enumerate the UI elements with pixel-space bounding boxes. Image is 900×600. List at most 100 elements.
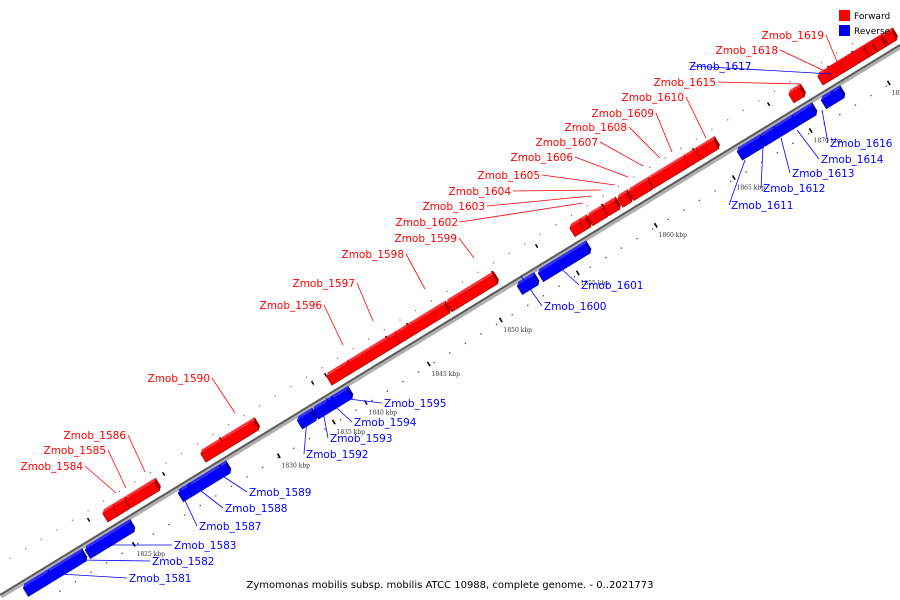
- gene-zmob-1605[interactable]: [602, 196, 622, 217]
- gene-label-zmob-1582[interactable]: Zmob_1582: [152, 556, 214, 568]
- gene-label-zmob-1618[interactable]: Zmob_1618: [716, 45, 778, 57]
- gene-label-zmob-1602[interactable]: Zmob_1602: [396, 217, 458, 229]
- scale-minor-dot: [152, 533, 155, 535]
- gene-label-zmob-1611[interactable]: Zmob_1611: [731, 200, 793, 212]
- gene-label-zmob-1581[interactable]: Zmob_1581: [129, 573, 191, 585]
- gene-zmob-1598[interactable]: [393, 300, 452, 345]
- scale-tick-label: 1835 kbp: [337, 429, 366, 436]
- gene-label-zmob-1587[interactable]: Zmob_1587: [199, 521, 261, 533]
- gene-label-zmob-1604[interactable]: Zmob_1604: [449, 186, 512, 198]
- scale-tick-label: 1845 kbp: [432, 371, 461, 378]
- gene-label-zmob-1605[interactable]: Zmob_1605: [478, 170, 540, 182]
- scale-minor-dot: [464, 342, 467, 345]
- scale-minor-dot: [683, 209, 685, 211]
- axis-shadow: [0, 46, 900, 599]
- gene-extra-forward-4[interactable]: [871, 33, 888, 52]
- scale-tick: [331, 419, 336, 425]
- gene-label-zmob-1606[interactable]: Zmob_1606: [511, 152, 574, 164]
- scale-tick: [498, 317, 503, 323]
- leader-line: [728, 159, 746, 206]
- gene-zmob-1601[interactable]: [537, 240, 593, 283]
- legend-reverse-swatch: [839, 25, 850, 36]
- gene-label-zmob-1598[interactable]: Zmob_1598: [342, 249, 404, 261]
- gene-zmob-1615[interactable]: [787, 83, 807, 104]
- gene-label-zmob-1615[interactable]: Zmob_1615: [654, 77, 716, 89]
- gene-label-zmob-1586[interactable]: Zmob_1586: [64, 430, 127, 442]
- gene-label-zmob-1616[interactable]: Zmob_1616: [830, 138, 893, 150]
- gene-zmob-1599[interactable]: [445, 271, 500, 313]
- scale-minor-dot: [180, 452, 183, 455]
- gene-zmob-1617[interactable]: [829, 85, 847, 104]
- scale-minor-dot: [620, 247, 623, 249]
- gene-label-zmob-1593[interactable]: Zmob_1593: [330, 433, 392, 445]
- gene-label-zmob-1584[interactable]: Zmob_1584: [21, 461, 84, 473]
- scale-minor-dot: [508, 252, 510, 255]
- gene-label-zmob-1619[interactable]: Zmob_1619: [762, 30, 824, 42]
- scale-minor-dot: [839, 113, 841, 116]
- scale-tick: [575, 270, 580, 276]
- scale-minor-dot: [24, 548, 27, 550]
- gene-label-zmob-1610[interactable]: Zmob_1610: [622, 92, 684, 104]
- feature-mark: [534, 243, 539, 249]
- leader-line: [191, 483, 224, 509]
- gene-zmob-1582[interactable]: [46, 548, 89, 583]
- scale-minor-dot: [305, 376, 308, 378]
- leader-line: [179, 489, 198, 527]
- scale-tick: [426, 361, 431, 367]
- gene-label-zmob-1613[interactable]: Zmob_1613: [792, 168, 854, 180]
- scale-minor-dot: [589, 266, 592, 268]
- gene-label-zmob-1594[interactable]: Zmob_1594: [354, 417, 417, 429]
- gene-label-zmob-1609[interactable]: Zmob_1609: [592, 108, 654, 120]
- scale-minor-dot: [199, 504, 202, 507]
- gene-label-zmob-1612[interactable]: Zmob_1612: [763, 183, 825, 195]
- scale-minor-dot: [527, 304, 529, 307]
- gene-label-zmob-1607[interactable]: Zmob_1607: [536, 137, 598, 149]
- gene-label-zmob-1600[interactable]: Zmob_1600: [544, 301, 606, 313]
- gene-label-zmob-1614[interactable]: Zmob_1614: [821, 154, 884, 166]
- leader-line: [356, 282, 374, 322]
- gene-label-zmob-1608[interactable]: Zmob_1608: [565, 122, 627, 134]
- scale-minor-dot: [495, 323, 498, 326]
- gene-label-zmob-1595[interactable]: Zmob_1595: [384, 398, 446, 410]
- gene-zmob-1588[interactable]: [186, 463, 227, 497]
- gene-label-zmob-1592[interactable]: Zmob_1592: [306, 449, 368, 461]
- scale-minor-dot: [339, 418, 342, 421]
- gene-label-zmob-1588[interactable]: Zmob_1588: [225, 503, 287, 515]
- scale-minor-dot: [680, 147, 682, 150]
- leader-line: [628, 126, 661, 159]
- gene-label-zmob-1617[interactable]: Zmob_1617: [689, 61, 751, 73]
- gene-label-zmob-1589[interactable]: Zmob_1589: [249, 487, 311, 499]
- gene-label-zmob-1603[interactable]: Zmob_1603: [423, 201, 485, 213]
- leader-line: [821, 109, 829, 144]
- gene-zmob-1606[interactable]: [616, 189, 634, 208]
- gene-zmob-1610[interactable]: [694, 136, 721, 161]
- leader-line: [779, 49, 830, 74]
- gene-label-zmob-1590[interactable]: Zmob_1590: [148, 373, 210, 385]
- gene-label-zmob-1601[interactable]: Zmob_1601: [581, 280, 643, 292]
- gene-zmob-1614[interactable]: [790, 102, 819, 128]
- scale-minor-dot: [399, 319, 401, 321]
- gene-label-zmob-1596[interactable]: Zmob_1596: [260, 300, 323, 312]
- scale-minor-dot: [617, 185, 620, 188]
- scale-minor-dot: [137, 542, 139, 545]
- scale-minor-dot: [293, 447, 295, 450]
- gene-zmob-1590[interactable]: [199, 417, 261, 463]
- feature-mark: [323, 372, 328, 378]
- scale-minor-dot: [807, 132, 810, 135]
- gene-label-zmob-1583[interactable]: Zmob_1583: [174, 540, 236, 552]
- scale-minor-dot: [321, 367, 323, 369]
- leader-line: [520, 275, 543, 307]
- gene-labels: Zmob_1584 Zmob_1585 Zmob_1586 Zmob_1590 Zmob…: [21, 30, 893, 585]
- gene-extra-forward-5[interactable]: [882, 27, 899, 46]
- scale-minor-dot: [446, 290, 448, 293]
- gene-zmob-1589[interactable]: [218, 460, 233, 478]
- gene-zmob-1586[interactable]: [124, 477, 162, 509]
- gene-label-zmob-1597[interactable]: Zmob_1597: [293, 278, 355, 290]
- gene-label-zmob-1599[interactable]: Zmob_1599: [395, 233, 457, 245]
- leader-line: [339, 397, 383, 404]
- gene-label-zmob-1585[interactable]: Zmob_1585: [44, 445, 106, 457]
- scale-tick-label: 1825 kbp: [137, 551, 166, 558]
- scale-minor-dot: [511, 314, 514, 316]
- gene-zmob-1603[interactable]: [578, 214, 593, 231]
- scale-minor-dot: [664, 157, 666, 159]
